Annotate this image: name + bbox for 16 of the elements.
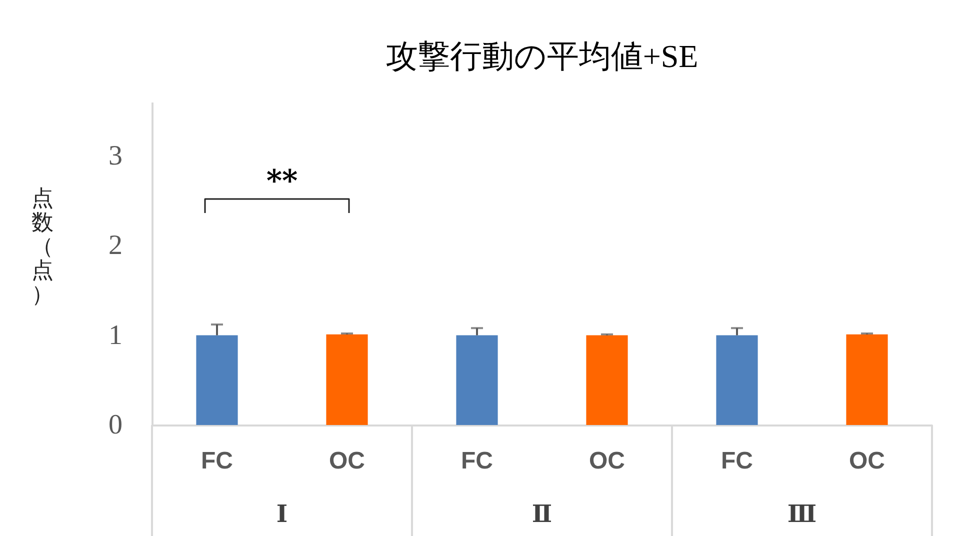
chart-title: 攻撃行動の平均値+SE <box>386 38 698 74</box>
y-tick-label: 3 <box>108 140 122 172</box>
text: Ⅱ <box>532 499 552 528</box>
y-axis-title: 点数（点） <box>32 186 54 308</box>
x-tick-label: FC <box>201 448 233 474</box>
x-tick-label: FC <box>721 448 753 474</box>
y-tick-label: 1 <box>108 320 122 351</box>
text: Ⅲ <box>787 499 817 528</box>
y-tick-label: 0 <box>108 410 122 440</box>
x-tick-label: OC <box>329 448 365 474</box>
x-tick-label: FC <box>461 448 493 474</box>
x-tick-label: OC <box>849 448 885 474</box>
text: Ⅰ <box>276 499 288 528</box>
x-tick-label: OC <box>589 448 625 474</box>
y-tick-label: 2 <box>108 230 122 262</box>
annotation: ** <box>266 164 298 199</box>
